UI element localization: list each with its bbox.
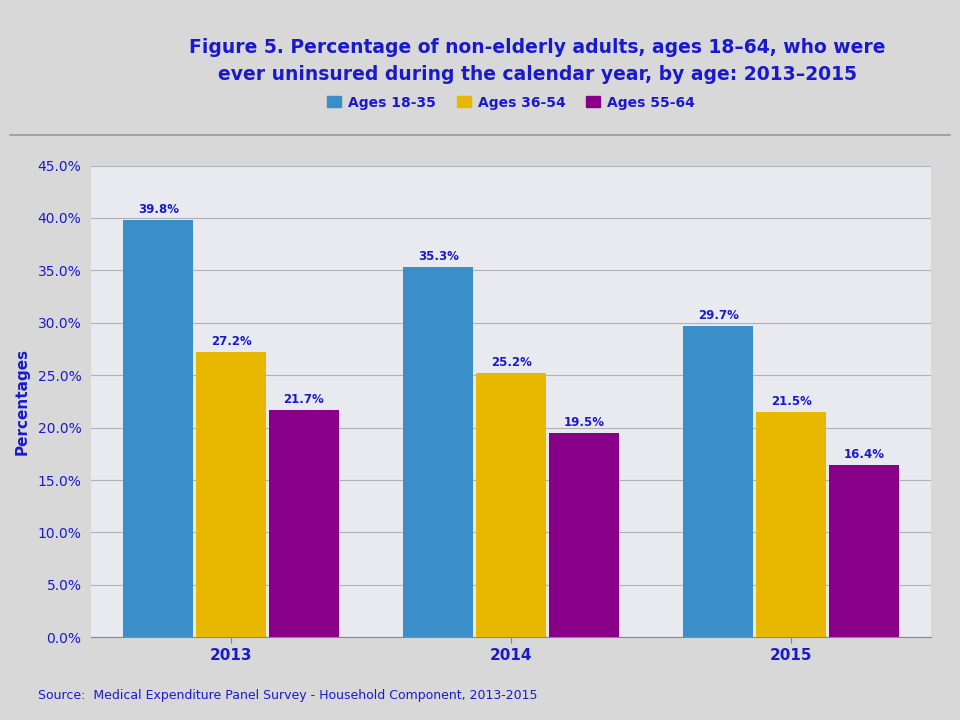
Text: 19.5%: 19.5% <box>564 415 605 428</box>
Bar <box>124 220 193 637</box>
Text: Source:  Medical Expenditure Panel Survey - Household Component, 2013-2015: Source: Medical Expenditure Panel Survey… <box>38 689 538 702</box>
Text: 27.2%: 27.2% <box>211 335 252 348</box>
Bar <box>829 465 899 637</box>
Bar <box>684 326 754 637</box>
Text: 21.7%: 21.7% <box>283 392 324 405</box>
Bar <box>196 352 266 637</box>
Bar <box>403 267 473 637</box>
Text: 39.8%: 39.8% <box>138 203 179 216</box>
Text: 35.3%: 35.3% <box>418 250 459 263</box>
Text: 16.4%: 16.4% <box>844 448 884 461</box>
Legend: Ages 18-35, Ages 36-54, Ages 55-64: Ages 18-35, Ages 36-54, Ages 55-64 <box>322 90 701 115</box>
Text: 29.7%: 29.7% <box>698 309 739 322</box>
Text: Figure 5. Percentage of non-elderly adults, ages 18–64, who were
ever uninsured : Figure 5. Percentage of non-elderly adul… <box>189 38 886 84</box>
Bar <box>549 433 619 637</box>
Text: 25.2%: 25.2% <box>491 356 532 369</box>
Text: 21.5%: 21.5% <box>771 395 811 408</box>
Y-axis label: Percentages: Percentages <box>14 348 29 455</box>
Bar <box>476 373 546 637</box>
Bar <box>756 412 827 637</box>
Bar <box>269 410 339 637</box>
